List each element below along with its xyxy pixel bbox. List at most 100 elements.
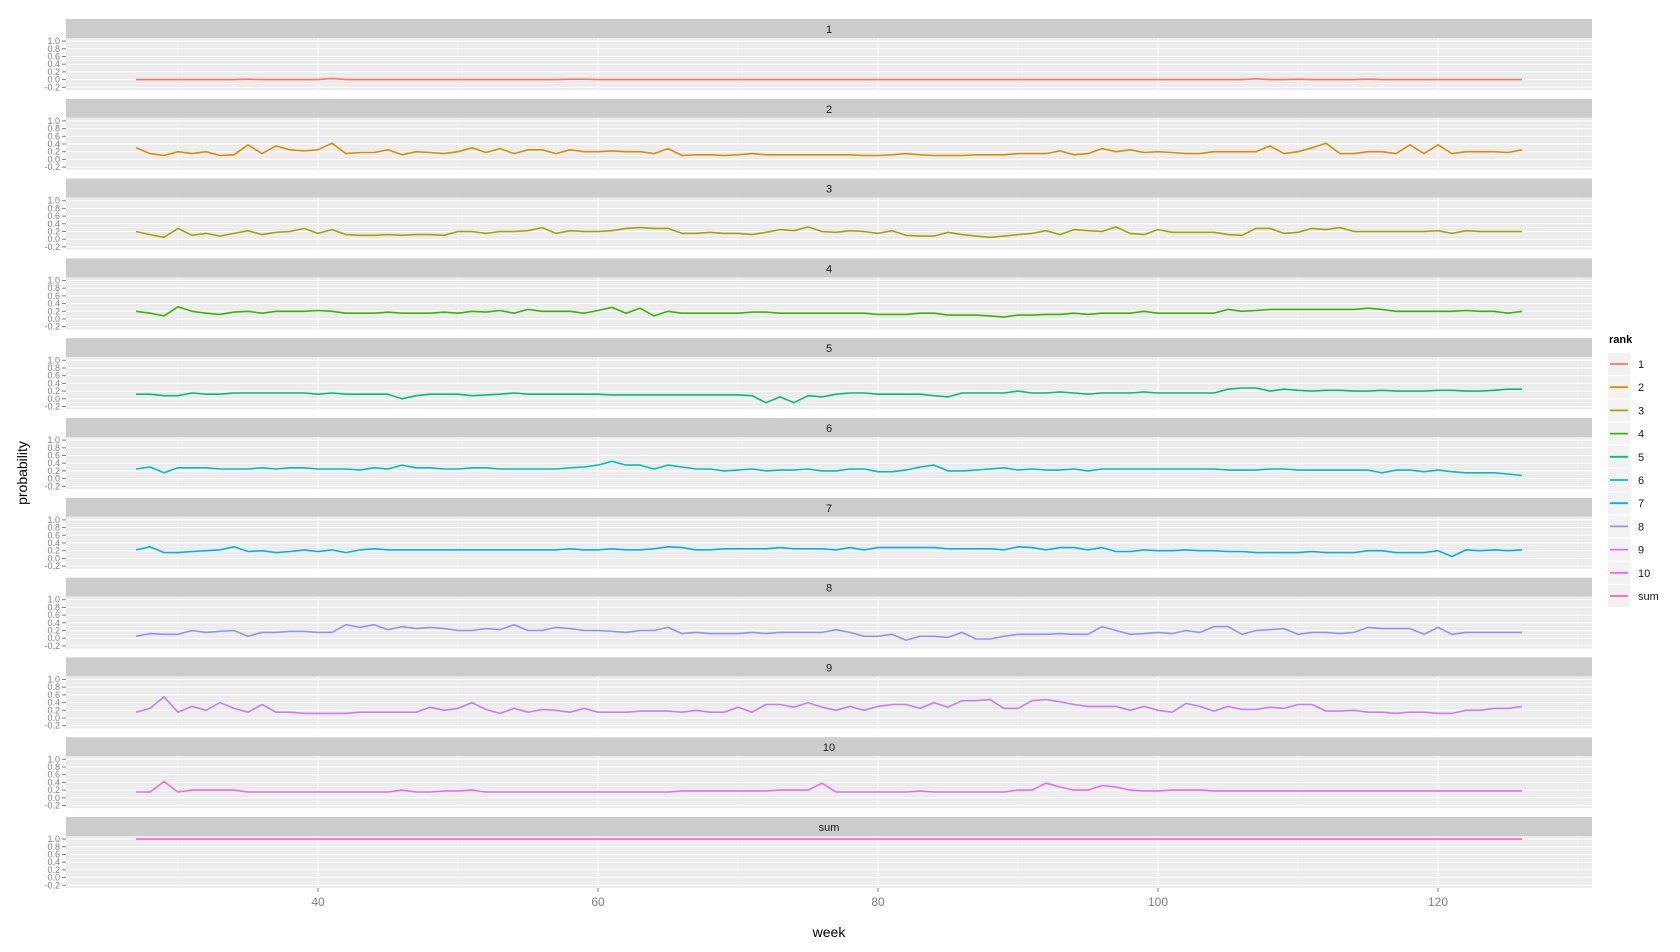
y-tick-label: 1.0 (47, 674, 60, 684)
facet-strip-label-10: 10 (823, 742, 835, 754)
y-tick-label: 0.4 (47, 219, 60, 229)
y-tick-label: 0.4 (47, 299, 60, 309)
y-tick-label: 0.0 (47, 873, 60, 883)
series-line-7 (135, 545, 1523, 558)
y-tick-label: -0.2 (44, 721, 60, 731)
y-tick-label: 0.6 (47, 211, 60, 221)
y-tick-label: 0.8 (47, 682, 60, 692)
y-tick-label: 0.6 (47, 849, 60, 859)
y-tick-label: 1.0 (47, 275, 60, 285)
series-line-4 (135, 305, 1523, 318)
y-tick-label: 0.4 (47, 378, 60, 388)
series-line-2 (135, 142, 1523, 157)
legend-label-4: 4 (1638, 429, 1644, 441)
facet-strip-8 (66, 577, 1592, 597)
legend-label-5: 5 (1638, 452, 1644, 464)
y-tick-label: 0.6 (47, 530, 60, 540)
y-tick-label: 0.8 (47, 842, 60, 852)
y-tick-label: 0.2 (47, 625, 60, 635)
y-tick-label: -0.2 (44, 880, 60, 890)
legend-label-sum: sum (1638, 591, 1659, 603)
facet-strip-label-9: 9 (826, 662, 832, 674)
facet-strip-label-1: 1 (826, 24, 832, 36)
y-tick-label: 0.4 (47, 538, 60, 548)
y-tick-label: 0.6 (47, 51, 60, 61)
y-tick-label: -0.2 (44, 402, 60, 412)
facet-strip-label-6: 6 (826, 423, 832, 435)
facet-strip-label-8: 8 (826, 583, 832, 595)
series-line-3 (135, 226, 1522, 239)
x-tick-label: 120 (1428, 895, 1448, 909)
y-tick-label: 0.8 (47, 443, 60, 453)
y-tick-label: 0.4 (47, 458, 60, 468)
y-tick-label: -0.2 (44, 242, 60, 252)
x-tick-label: 100 (1148, 895, 1168, 909)
y-tick-label: 0.6 (47, 770, 60, 780)
y-tick-label: 0.2 (47, 466, 60, 476)
legend-label-6: 6 (1638, 475, 1644, 487)
y-tick-label: 0.6 (47, 131, 60, 141)
y-tick-label: 0.8 (47, 523, 60, 533)
legend-label-8: 8 (1638, 521, 1644, 533)
y-tick-label: 1.0 (47, 196, 60, 206)
y-tick-label: 0.0 (47, 793, 60, 803)
y-tick-label: 0.0 (47, 553, 60, 563)
x-tick-label: 80 (871, 895, 885, 909)
facet-strip-6 (66, 418, 1592, 437)
x-axis-title: week (812, 924, 847, 940)
facet-strip-label-2: 2 (826, 104, 832, 116)
y-tick-label: 0.4 (47, 139, 60, 149)
y-tick-label: 1.0 (47, 435, 60, 445)
facet-strip-label-sum: sum (819, 822, 840, 834)
y-tick-label: 0.2 (47, 546, 60, 556)
y-tick-label: -0.2 (44, 162, 60, 172)
y-tick-label: 1.0 (47, 595, 60, 605)
y-tick-label: 0.4 (47, 698, 60, 708)
legend-label-10: 10 (1638, 568, 1650, 580)
y-tick-label: -0.2 (44, 481, 60, 491)
y-tick-label: 0.6 (47, 690, 60, 700)
facet-strip-label-5: 5 (826, 343, 832, 355)
y-tick-label: 0.2 (47, 226, 60, 236)
facet-strip-3 (66, 178, 1592, 198)
y-tick-label: 0.0 (47, 314, 60, 324)
y-tick-label: 0.4 (47, 618, 60, 628)
legend-label-9: 9 (1638, 545, 1644, 557)
y-tick-label: 0.0 (47, 234, 60, 244)
facet-strip-sum (66, 817, 1592, 836)
legend-label-2: 2 (1638, 382, 1644, 394)
y-tick-label: 0.8 (47, 602, 60, 612)
y-tick-label: 0.4 (47, 857, 60, 867)
y-tick-label: 1.0 (47, 754, 60, 764)
y-tick-label: 0.0 (47, 154, 60, 164)
y-tick-label: 0.6 (47, 610, 60, 620)
y-tick-label: 0.2 (47, 147, 60, 157)
y-tick-label: -0.2 (44, 561, 60, 571)
y-tick-label: 0.0 (47, 633, 60, 643)
y-tick-label: 0.6 (47, 450, 60, 460)
facet-strip-10 (66, 737, 1592, 757)
series-line-1 (136, 77, 1522, 81)
y-tick-label: 0.0 (47, 713, 60, 723)
y-tick-label: -0.2 (44, 641, 60, 651)
facet-strip-2 (66, 98, 1592, 118)
y-tick-label: 0.0 (47, 394, 60, 404)
series-line-5 (136, 387, 1522, 404)
x-tick-label: 40 (311, 895, 325, 909)
y-tick-label: 0.6 (47, 371, 60, 381)
facet-strip-5 (66, 338, 1592, 358)
y-tick-label: 0.8 (47, 44, 60, 54)
series-line-10 (136, 780, 1522, 793)
y-tick-label: 0.6 (47, 291, 60, 301)
y-tick-label: 0.8 (47, 363, 60, 373)
y-tick-label: 0.8 (47, 762, 60, 772)
y-tick-label: 0.2 (47, 705, 60, 715)
y-tick-label: -0.2 (44, 322, 60, 332)
series-line-6 (135, 460, 1523, 477)
y-tick-label: 0.2 (47, 306, 60, 316)
y-tick-label: -0.2 (44, 82, 60, 92)
legend-title: rank (1609, 334, 1633, 346)
y-tick-label: 1.0 (47, 355, 60, 365)
y-tick-label: -0.2 (44, 801, 60, 811)
